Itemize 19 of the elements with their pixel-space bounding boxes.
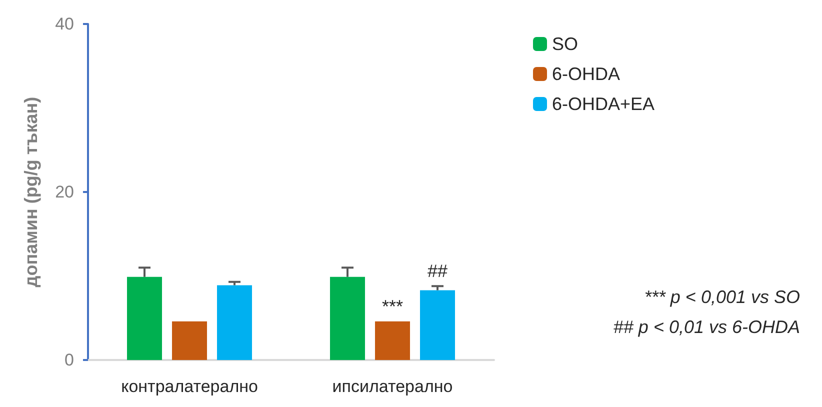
bar [330,276,365,360]
bar [172,321,207,360]
legend-label: 6-OHDA [552,64,620,84]
x-tick-label: ипсилатерално [332,377,453,396]
legend-label: 6-OHDA+EA [552,94,655,114]
y-tick-label: 20 [55,182,74,202]
text: ## p < 0,01 vs 6-OHDA [613,317,800,337]
bar [127,276,162,360]
bar [420,290,455,360]
y-axis-title: допамин (pg/g тъкан) [21,96,41,288]
y-tick-label: 0 [64,350,74,370]
annotation: *** [382,296,404,316]
bar [217,285,252,360]
bar [375,321,410,360]
x-tick-label: контралатерално [121,377,258,396]
annotation: ## [427,261,448,282]
legend-label: SO [552,34,578,54]
y-tick-label: 40 [55,14,74,34]
text: *** p < 0,001 vs SO [644,287,800,307]
